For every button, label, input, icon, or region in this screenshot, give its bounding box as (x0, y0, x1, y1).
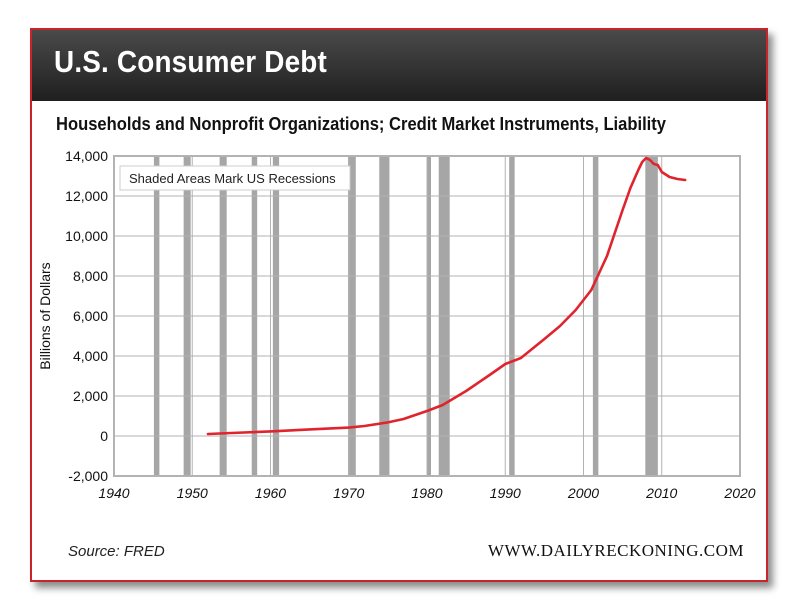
y-tick-label: 0 (100, 428, 108, 444)
source-note: Source: FRED (68, 543, 165, 560)
x-tick-label: 1950 (177, 485, 208, 501)
x-tick-label: 1980 (411, 485, 442, 501)
y-tick-labels: -2,000 0 2,000 4,000 6,000 8,000 10,000 12,000 1… (65, 148, 108, 484)
recession-annotation: Shaded Areas Mark US Recessions (119, 165, 351, 191)
x-tick-label: 2020 (723, 485, 755, 501)
series-layer (206, 156, 687, 436)
y-tick-label: 10,000 (65, 228, 108, 244)
plot-border (113, 155, 741, 477)
y-tick-label: 2,000 (73, 388, 108, 404)
x-tick-label: 2000 (567, 485, 599, 501)
website-label: WWW.DAILYRECKONING.COM (487, 541, 744, 560)
annotation-text: Shaded Areas Mark US Recessions (129, 171, 336, 186)
y-tick-label: 8,000 (73, 268, 108, 284)
x-tick-label: 1940 (98, 485, 129, 501)
line-chart: -2,000 0 2,000 4,000 6,000 8,000 10,000 12,000 1… (37, 148, 756, 501)
x-tick-label: 1990 (490, 485, 521, 501)
y-tick-label: 12,000 (65, 188, 108, 204)
x-tick-label: 1960 (255, 485, 286, 501)
x-tick-labels: 1940 1950 1960 1970 1980 1990 2000 2010 2020 (98, 485, 755, 501)
series-line (206, 156, 687, 436)
y-tick-label: 14,000 (65, 148, 108, 164)
x-tick-label: 2010 (645, 485, 677, 501)
y-tick-label: -2,000 (68, 468, 108, 484)
y-tick-label: 6,000 (73, 308, 108, 324)
banner-title: U.S. Consumer Debt (54, 44, 327, 79)
chart-frame: U.S. Consumer Debt Households and Nonpro… (30, 28, 768, 582)
y-tick-label: 4,000 (73, 348, 108, 364)
title-banner: U.S. Consumer Debt (32, 30, 766, 101)
annotation-box (119, 165, 351, 191)
x-tick-label: 1970 (333, 485, 364, 501)
y-axis-label: Billions of Dollars (37, 262, 53, 369)
chart-title: Households and Nonprofit Organizations; … (56, 114, 667, 134)
